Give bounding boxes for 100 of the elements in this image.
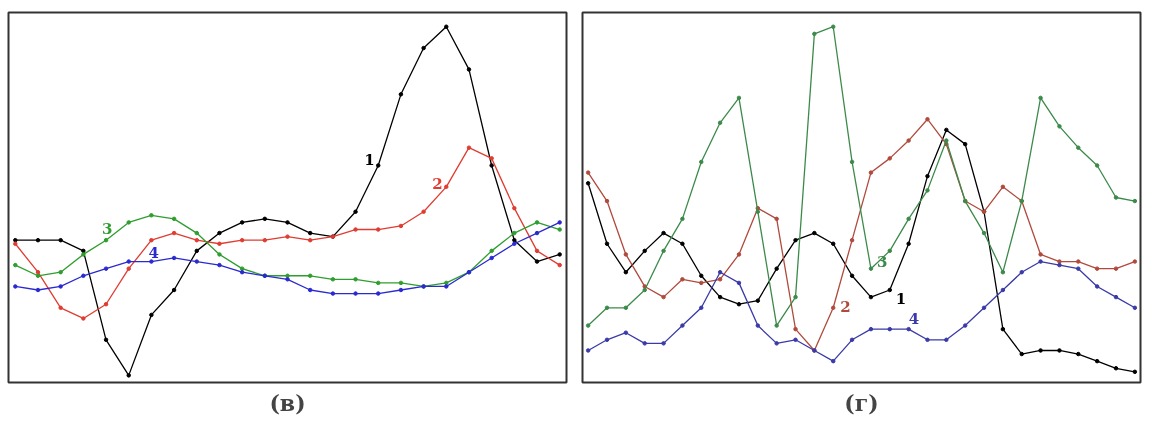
point [13, 262, 18, 268]
point [466, 145, 472, 150]
text: (в) [269, 389, 306, 416]
point [830, 24, 836, 29]
point [661, 341, 666, 346]
point [830, 305, 836, 311]
point [774, 323, 779, 328]
point [1000, 287, 1006, 293]
point [239, 266, 245, 271]
point [375, 280, 381, 286]
point [126, 266, 131, 271]
point [812, 31, 817, 37]
point [285, 273, 290, 279]
point [906, 216, 911, 222]
point [1094, 358, 1100, 364]
point [557, 227, 562, 232]
point [262, 237, 268, 243]
point [1113, 266, 1119, 271]
point [353, 227, 358, 232]
point [194, 248, 200, 254]
series-label: 4 [908, 310, 920, 329]
point [444, 24, 449, 29]
point [699, 280, 704, 286]
point [642, 248, 647, 254]
point [1076, 351, 1081, 357]
point [717, 269, 723, 275]
point [868, 326, 874, 332]
point [1076, 145, 1081, 150]
point [81, 316, 86, 321]
point [217, 230, 222, 236]
text: (г) [844, 389, 879, 416]
point [375, 227, 381, 232]
point [1038, 259, 1043, 264]
point [353, 277, 358, 282]
point [1057, 124, 1062, 129]
point [217, 241, 222, 246]
point [774, 216, 779, 222]
point [887, 248, 893, 254]
point [755, 298, 761, 303]
point [755, 209, 761, 214]
point [149, 213, 154, 218]
point [58, 284, 63, 289]
point [81, 248, 86, 254]
point [1076, 266, 1081, 271]
point [466, 67, 472, 72]
point [239, 269, 245, 275]
point [661, 230, 666, 236]
point [944, 127, 949, 133]
point [661, 248, 666, 254]
point [680, 277, 685, 282]
point [421, 45, 426, 51]
point [906, 326, 911, 332]
point [585, 170, 591, 175]
point [13, 241, 18, 246]
point [239, 237, 245, 243]
series-label: 3 [876, 252, 888, 271]
point [604, 337, 610, 343]
point [774, 341, 779, 346]
point [1000, 326, 1006, 332]
point [1057, 348, 1062, 353]
point [623, 305, 629, 311]
point [489, 156, 494, 161]
point [307, 273, 313, 279]
point [680, 241, 685, 246]
point [1094, 266, 1100, 271]
point [642, 287, 647, 293]
point [1000, 269, 1006, 275]
point [680, 323, 685, 328]
point [13, 237, 18, 243]
point [126, 373, 131, 378]
point [699, 273, 704, 279]
point [35, 273, 41, 279]
point [81, 252, 86, 257]
point [375, 163, 381, 168]
point [604, 198, 610, 204]
point [489, 163, 494, 168]
point [962, 141, 968, 147]
point [755, 323, 761, 328]
point [35, 269, 41, 275]
point [717, 294, 723, 300]
point [149, 312, 154, 318]
point [307, 237, 313, 243]
point [1076, 259, 1081, 264]
point [1113, 195, 1119, 200]
point [925, 337, 930, 343]
point [699, 305, 704, 311]
point [1132, 198, 1138, 204]
point [1113, 366, 1119, 371]
point [717, 120, 723, 126]
point [421, 209, 426, 214]
point [534, 248, 540, 254]
point [489, 248, 494, 254]
point [830, 358, 836, 364]
point [171, 287, 177, 293]
point [534, 259, 540, 264]
point [1038, 252, 1043, 257]
point [1057, 262, 1062, 268]
point [849, 237, 855, 243]
point [239, 220, 245, 225]
point [604, 305, 610, 311]
